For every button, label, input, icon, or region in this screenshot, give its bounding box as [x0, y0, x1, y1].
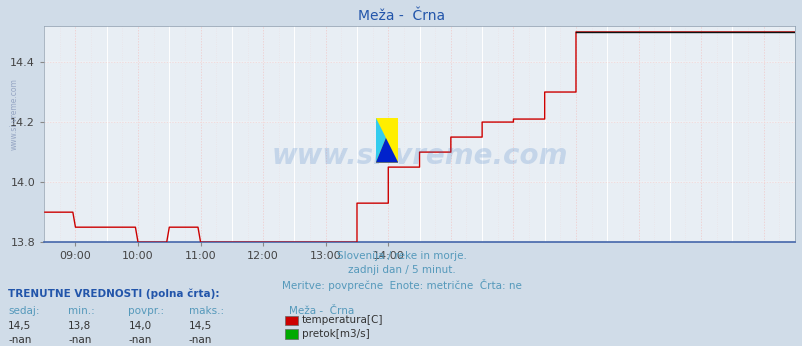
Text: zadnji dan / 5 minut.: zadnji dan / 5 minut. — [347, 265, 455, 275]
Text: TRENUTNE VREDNOSTI (polna črta):: TRENUTNE VREDNOSTI (polna črta): — [8, 289, 219, 299]
Text: -nan: -nan — [128, 335, 152, 345]
Text: www.si-vreme.com: www.si-vreme.com — [10, 78, 18, 150]
Text: povpr.:: povpr.: — [128, 306, 164, 316]
Text: -nan: -nan — [68, 335, 91, 345]
Polygon shape — [375, 118, 386, 163]
Text: maks.:: maks.: — [188, 306, 224, 316]
Text: www.si-vreme.com: www.si-vreme.com — [271, 142, 567, 170]
Text: min.:: min.: — [68, 306, 95, 316]
Text: pretok[m3/s]: pretok[m3/s] — [302, 329, 369, 339]
Text: -nan: -nan — [188, 335, 212, 345]
Polygon shape — [375, 138, 398, 163]
Text: 13,8: 13,8 — [68, 321, 91, 331]
Text: Meritve: povprečne  Enote: metrične  Črta: ne: Meritve: povprečne Enote: metrične Črta:… — [282, 279, 520, 291]
Text: -nan: -nan — [8, 335, 31, 345]
Text: 14,0: 14,0 — [128, 321, 152, 331]
Text: temperatura[C]: temperatura[C] — [302, 315, 383, 325]
Text: sedaj:: sedaj: — [8, 306, 39, 316]
Text: Meža -  Črna: Meža - Črna — [358, 9, 444, 22]
Text: Meža -  Črna: Meža - Črna — [289, 306, 354, 316]
Text: Slovenija / reke in morje.: Slovenija / reke in morje. — [336, 251, 466, 261]
Text: 14,5: 14,5 — [188, 321, 212, 331]
Text: 14,5: 14,5 — [8, 321, 31, 331]
